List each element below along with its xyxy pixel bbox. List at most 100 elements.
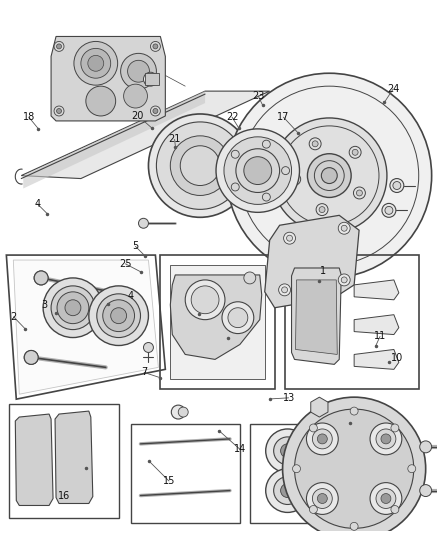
Polygon shape bbox=[170, 265, 265, 379]
Bar bbox=[131, 424, 240, 523]
Circle shape bbox=[171, 405, 185, 419]
Circle shape bbox=[120, 53, 156, 89]
Polygon shape bbox=[265, 215, 359, 308]
Circle shape bbox=[307, 423, 338, 455]
Text: 13: 13 bbox=[283, 393, 295, 403]
Circle shape bbox=[81, 49, 111, 78]
Circle shape bbox=[282, 167, 290, 175]
Circle shape bbox=[274, 477, 301, 504]
Polygon shape bbox=[292, 268, 341, 365]
Text: 7: 7 bbox=[141, 367, 147, 377]
Circle shape bbox=[352, 149, 358, 155]
Circle shape bbox=[391, 424, 399, 432]
Circle shape bbox=[262, 140, 270, 148]
Circle shape bbox=[34, 271, 48, 285]
Bar bbox=[250, 424, 324, 523]
Circle shape bbox=[103, 300, 134, 332]
Circle shape bbox=[51, 286, 95, 329]
Circle shape bbox=[341, 277, 347, 283]
Circle shape bbox=[180, 146, 220, 185]
Circle shape bbox=[148, 114, 252, 217]
Bar bbox=[145, 73, 159, 85]
Circle shape bbox=[281, 483, 294, 497]
Polygon shape bbox=[15, 414, 53, 505]
Circle shape bbox=[318, 494, 327, 504]
Circle shape bbox=[293, 465, 300, 473]
Circle shape bbox=[391, 505, 399, 513]
Circle shape bbox=[420, 441, 431, 453]
Text: 12: 12 bbox=[228, 324, 240, 334]
Circle shape bbox=[124, 84, 148, 108]
Circle shape bbox=[307, 154, 351, 197]
Text: 5: 5 bbox=[132, 241, 138, 252]
Text: 4: 4 bbox=[128, 290, 134, 301]
Text: 1: 1 bbox=[320, 266, 326, 276]
Circle shape bbox=[381, 434, 391, 444]
Circle shape bbox=[376, 489, 396, 508]
Circle shape bbox=[309, 138, 321, 150]
Circle shape bbox=[283, 397, 426, 533]
Circle shape bbox=[357, 190, 362, 196]
Polygon shape bbox=[311, 397, 328, 417]
Circle shape bbox=[178, 407, 188, 417]
Circle shape bbox=[34, 271, 48, 285]
Circle shape bbox=[376, 429, 396, 449]
Circle shape bbox=[57, 109, 61, 114]
Circle shape bbox=[170, 136, 230, 196]
Circle shape bbox=[312, 489, 332, 508]
Circle shape bbox=[24, 351, 38, 365]
Circle shape bbox=[236, 149, 279, 192]
Circle shape bbox=[408, 465, 416, 473]
Circle shape bbox=[222, 302, 254, 334]
Circle shape bbox=[262, 193, 270, 201]
Polygon shape bbox=[55, 411, 93, 504]
Circle shape bbox=[185, 280, 225, 320]
Polygon shape bbox=[296, 280, 337, 354]
Circle shape bbox=[111, 308, 127, 324]
Polygon shape bbox=[170, 275, 262, 359]
Text: 18: 18 bbox=[23, 112, 35, 122]
Circle shape bbox=[279, 284, 290, 296]
Bar bbox=[9, 404, 119, 519]
Circle shape bbox=[138, 219, 148, 228]
Circle shape bbox=[65, 300, 81, 316]
Circle shape bbox=[216, 129, 300, 212]
Circle shape bbox=[231, 150, 239, 158]
Polygon shape bbox=[21, 91, 270, 179]
Circle shape bbox=[338, 274, 350, 286]
Polygon shape bbox=[51, 36, 165, 121]
Circle shape bbox=[24, 351, 38, 365]
Circle shape bbox=[57, 44, 61, 49]
Circle shape bbox=[370, 423, 402, 455]
Circle shape bbox=[341, 225, 347, 231]
Text: 14: 14 bbox=[234, 444, 246, 454]
Circle shape bbox=[156, 122, 244, 209]
Polygon shape bbox=[354, 314, 399, 335]
Circle shape bbox=[266, 429, 309, 473]
Circle shape bbox=[244, 157, 272, 184]
Text: 10: 10 bbox=[391, 353, 403, 362]
Circle shape bbox=[307, 482, 338, 514]
Circle shape bbox=[153, 109, 158, 114]
Circle shape bbox=[350, 522, 358, 530]
Circle shape bbox=[150, 106, 160, 116]
Circle shape bbox=[191, 286, 219, 314]
Text: 3: 3 bbox=[41, 300, 47, 310]
Circle shape bbox=[272, 118, 387, 233]
Text: 2: 2 bbox=[11, 312, 17, 322]
Text: 16: 16 bbox=[58, 491, 71, 502]
Circle shape bbox=[281, 444, 294, 458]
Polygon shape bbox=[13, 260, 159, 394]
Circle shape bbox=[224, 137, 292, 204]
Circle shape bbox=[43, 278, 103, 337]
Circle shape bbox=[153, 44, 158, 49]
Circle shape bbox=[86, 86, 116, 116]
Circle shape bbox=[309, 424, 318, 432]
Text: 6: 6 bbox=[212, 300, 218, 310]
Text: 11: 11 bbox=[374, 332, 386, 342]
Circle shape bbox=[54, 42, 64, 51]
Circle shape bbox=[321, 168, 337, 183]
Text: 22: 22 bbox=[226, 112, 238, 122]
Circle shape bbox=[319, 207, 325, 213]
Circle shape bbox=[349, 147, 361, 158]
